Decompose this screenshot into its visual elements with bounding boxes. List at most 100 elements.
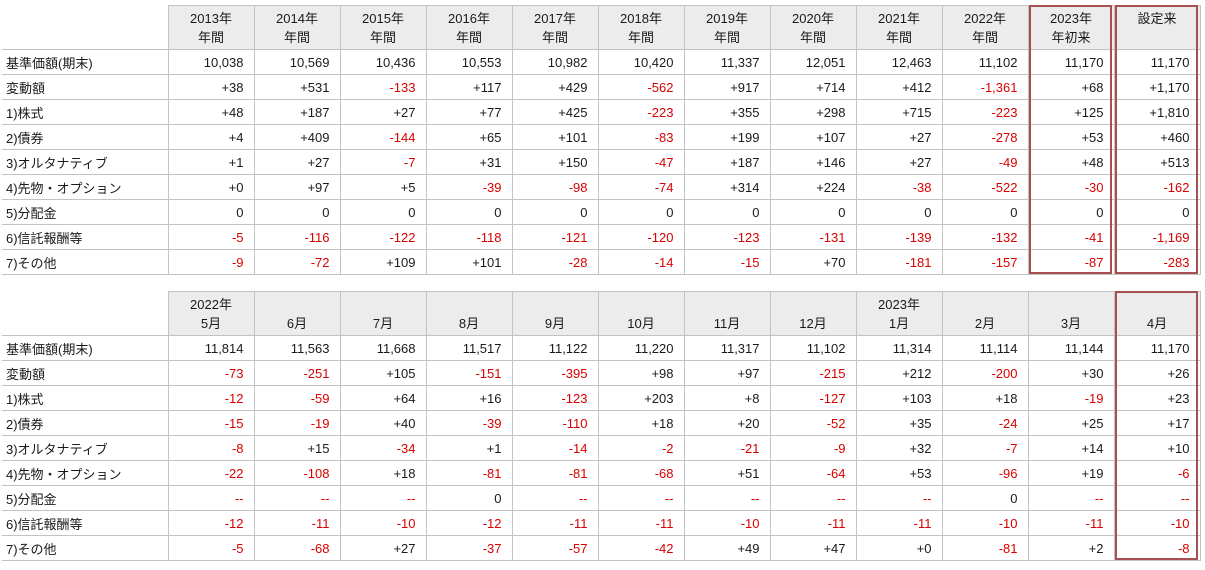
value-cell: +98 [597, 360, 685, 386]
value-cell: +27 [855, 149, 943, 175]
table-row: 3)オルタナティブ -8 +15 -34 +1 -14 -2 -21 -9 +32 -7 +14 +10 [2, 435, 1201, 461]
value-cell: +105 [339, 360, 427, 386]
table-row: 3)オルタナティブ +1 +27 -7 +31 +150 -47 +187 +146 +27 -49… [2, 149, 1201, 175]
value-cell: -81 [941, 535, 1029, 561]
value-cell: -34 [339, 435, 427, 461]
value-cell: -22 [167, 460, 255, 486]
column-header-year: 2016年 [448, 10, 490, 26]
value-cell: +20 [683, 410, 771, 436]
value-cell: +187 [683, 149, 771, 175]
value-cell: -2 [597, 435, 685, 461]
value-cell: +77 [425, 99, 513, 125]
column-header-period: 3月 [1060, 315, 1082, 331]
value-cell: +1 [425, 435, 513, 461]
value-cell: -64 [769, 460, 857, 486]
value-cell: +97 [253, 174, 341, 200]
value-cell: +425 [511, 99, 599, 125]
value-cell: -121 [511, 224, 599, 250]
value-cell: -7 [339, 149, 427, 175]
value-cell: +212 [855, 360, 943, 386]
value-cell: 0 [425, 199, 513, 225]
value-cell: -562 [597, 74, 685, 100]
table-row: 6)信託報酬等 -5 -116 -122 -118 -121 -120 -123 -131 -13… [2, 224, 1201, 250]
value-cell: 11,337 [683, 49, 771, 75]
value-cell: +109 [339, 249, 427, 275]
value-cell: -81 [511, 460, 599, 486]
value-cell: +65 [425, 124, 513, 150]
column-header-year: 2022年 [190, 296, 232, 312]
value-cell: -120 [597, 224, 685, 250]
value-cell: -283 [1113, 249, 1201, 275]
value-cell: +17 [1113, 410, 1201, 436]
value-cell: +68 [1027, 74, 1115, 100]
value-cell: -133 [339, 74, 427, 100]
table-row: 5)分配金 -- -- -- 0 -- -- -- -- -- 0 -- -- [2, 485, 1201, 511]
value-cell: -123 [511, 385, 599, 411]
value-cell: 0 [425, 485, 513, 511]
value-cell: 0 [941, 485, 1029, 511]
value-cell: -10 [683, 510, 771, 536]
value-cell: 10,982 [511, 49, 599, 75]
value-cell: -30 [1027, 174, 1115, 200]
column-header: 2014年 年間 [253, 5, 341, 50]
value-cell: +53 [1027, 124, 1115, 150]
column-header-year [943, 295, 1027, 314]
value-cell: +16 [425, 385, 513, 411]
value-cell: +38 [167, 74, 255, 100]
value-cell: +187 [253, 99, 341, 125]
value-cell: -12 [167, 385, 255, 411]
value-cell: +23 [1113, 385, 1201, 411]
value-cell: -200 [941, 360, 1029, 386]
value-cell: +31 [425, 149, 513, 175]
value-cell: -- [855, 485, 943, 511]
value-cell: -96 [941, 460, 1029, 486]
value-cell: -12 [425, 510, 513, 536]
value-cell: +460 [1113, 124, 1201, 150]
value-cell: 11,170 [1113, 49, 1201, 75]
value-cell: -42 [597, 535, 685, 561]
row-label: 5)分配金 [2, 199, 169, 225]
row-label: 4)先物・オプション [2, 174, 169, 200]
value-cell: +101 [425, 249, 513, 275]
value-cell: -52 [769, 410, 857, 436]
value-cell: -- [769, 485, 857, 511]
value-cell: +103 [855, 385, 943, 411]
value-cell: -11 [769, 510, 857, 536]
value-cell: -9 [769, 435, 857, 461]
value-cell: -278 [941, 124, 1029, 150]
column-header-year [513, 295, 597, 314]
value-cell: -41 [1027, 224, 1115, 250]
column-header-year [599, 295, 683, 314]
value-cell: 0 [683, 199, 771, 225]
value-cell: -81 [425, 460, 513, 486]
value-cell: -223 [941, 99, 1029, 125]
row-label: 1)株式 [2, 385, 169, 411]
value-cell: +146 [769, 149, 857, 175]
row-label: 6)信託報酬等 [2, 510, 169, 536]
column-header-period: 10月 [627, 315, 655, 331]
column-header: 3月 [1027, 291, 1115, 336]
value-cell: 0 [1113, 199, 1201, 225]
column-header: 2013年 年間 [167, 5, 255, 50]
column-header-year [341, 295, 425, 314]
row-label: 基準価額(期末) [2, 335, 169, 361]
value-cell: +224 [769, 174, 857, 200]
value-cell: +150 [511, 149, 599, 175]
value-cell: +27 [855, 124, 943, 150]
value-cell: -144 [339, 124, 427, 150]
table-row: 7)その他 -5 -68 +27 -37 -57 -42 +49 +47 +0 -81 +2 -8 [2, 535, 1201, 561]
value-cell: +49 [683, 535, 771, 561]
value-cell: 11,114 [941, 335, 1029, 361]
row-label: 5)分配金 [2, 485, 169, 511]
value-cell: -223 [597, 99, 685, 125]
monthly-performance-table: 2022年 5月 6月 7月 8月 9月 10月 11月 12月 2023年 1月 2… [2, 291, 1201, 561]
column-header-period: 9月 [544, 315, 566, 331]
column-header-period: 5月 [200, 315, 222, 331]
column-header-period: 8月 [458, 315, 480, 331]
column-header-year: 設定来 [1137, 10, 1177, 26]
value-cell: 0 [941, 199, 1029, 225]
column-header: 6月 [253, 291, 341, 336]
value-cell: +125 [1027, 99, 1115, 125]
column-header-period [1115, 28, 1199, 47]
value-cell: -162 [1113, 174, 1201, 200]
